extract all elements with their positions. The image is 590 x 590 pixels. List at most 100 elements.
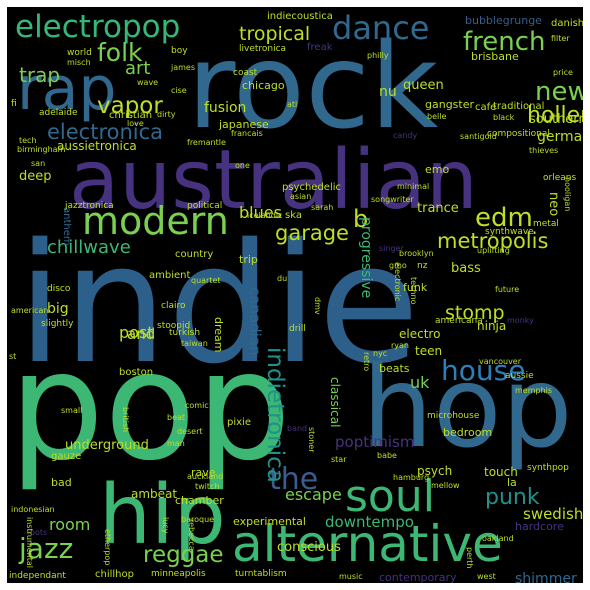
word: new [535,77,583,107]
word: hip [99,468,226,563]
word: gauze [51,451,82,462]
word: underground [65,438,149,453]
word: compositional [487,129,550,139]
word: ninja [477,319,507,333]
word: bedroom [443,426,493,439]
word: synthwave [485,227,534,237]
word: orleans [543,173,577,183]
word: west [477,572,496,581]
word: slightly [41,319,74,329]
word: wave [137,78,159,87]
word: synthpop [527,463,569,473]
word: fremantle [187,138,226,147]
word: memphis [515,386,553,395]
word: swedish [523,505,583,523]
word: experimental [233,515,306,528]
word: taiwan [181,339,208,348]
word: sarah [311,203,334,212]
word: german [537,129,583,145]
word: aussietronica [57,139,137,153]
word: roots [27,528,48,537]
word: dirty [157,110,176,119]
word: cise [171,86,187,95]
word: songwriter [371,195,414,204]
word: jazz [19,532,74,565]
word: uplifting [477,246,510,255]
word: disco [47,284,71,294]
word: brooklyn [399,249,434,258]
word: one [235,161,250,170]
word: birmingham [17,145,66,154]
word: alternative [232,515,503,573]
word: vapor [97,93,163,119]
word: world [67,48,92,58]
word: icelandic [247,211,283,220]
word: chamber [175,494,224,507]
word: blues [239,203,282,222]
word: teen [415,344,443,358]
word: ska [285,210,302,221]
word: monky [507,316,534,325]
word: future [495,285,520,294]
word: thieves [529,146,559,155]
word: etherpop [103,529,112,566]
word: metal [533,219,559,229]
word: british [121,407,130,433]
word: retro [362,352,371,372]
word: reggae [143,542,224,568]
word: twitch [195,482,220,491]
word: b [353,205,369,233]
word: fusion [204,100,247,116]
word: escape [285,485,342,504]
word: post [119,323,154,342]
word: folk [97,38,143,67]
word: misch [67,58,91,67]
word: du [277,274,288,283]
word: ambeat [131,487,178,501]
word: american [11,306,49,315]
word-cloud: indie pop rock australian hop hip altern… [7,7,583,583]
word: vancouver [479,357,522,366]
word: asian [290,192,312,201]
word: francais [231,129,263,138]
word: ambient [149,270,191,281]
word: room [49,515,91,534]
word: tech [19,136,37,145]
word: hardcore [515,520,564,533]
word: queen [403,78,444,93]
word: lucy [161,517,170,534]
word: boy [171,46,188,56]
word: electropop [15,9,181,45]
word: turkish [169,328,201,338]
word: atl [287,100,298,109]
word: minimal [397,182,430,191]
word: political [187,201,223,211]
word: metropolis [437,229,549,253]
word: psych [417,464,453,478]
word: love [127,119,144,128]
word: price [553,68,573,77]
word: techno [409,277,418,305]
word: independant [9,571,66,581]
word: trance [417,201,459,216]
word: soul [345,471,435,522]
word: music [339,572,363,581]
word: big [47,301,69,317]
word: bad [51,476,72,489]
word: baroque [181,515,215,524]
word: coast [233,68,258,78]
word: christian [109,110,153,121]
word: filter [551,34,570,43]
word: french [463,27,546,57]
word: fi [11,99,17,109]
word: desert [177,427,203,436]
word: psychedelic [282,182,342,193]
word: turntablism [235,569,287,579]
word: progressive [358,217,374,299]
word: chillhop [95,569,134,580]
word: man [167,439,185,448]
word: pop [9,320,292,494]
word: downtempo [325,513,414,531]
word: stoner [307,427,316,453]
word: minneapolis [151,569,206,579]
